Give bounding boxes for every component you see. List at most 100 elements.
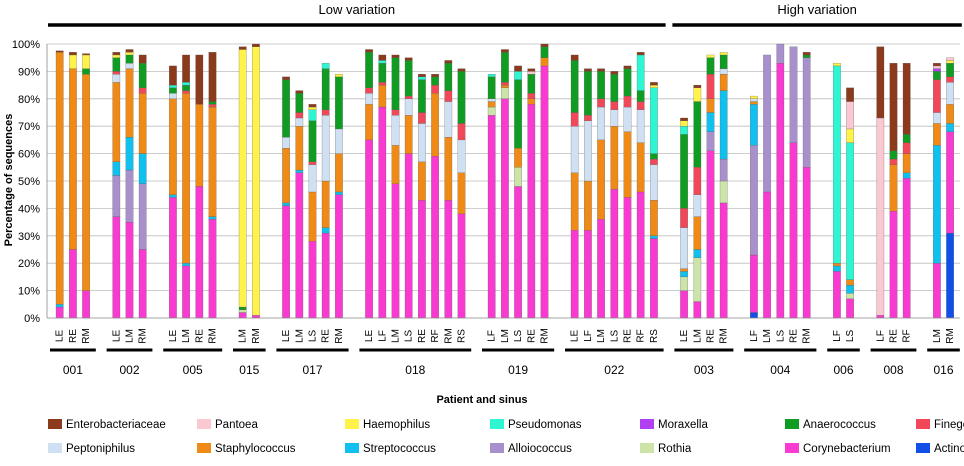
- bar-segment-staphylococcus: [636, 142, 645, 193]
- bar-segment-rothia: [514, 167, 522, 187]
- bar-segment-peptoniphilus: [295, 117, 304, 127]
- bar-label: RF: [636, 329, 647, 342]
- bar-label: RE: [789, 329, 800, 343]
- bar-segment-finegoldia: [112, 71, 121, 75]
- bar-segment-peptoniphilus: [719, 68, 728, 75]
- bar-segment-haemophilus: [125, 52, 134, 56]
- bar-label: RM: [802, 328, 813, 344]
- bar-segment-corynebacterium: [789, 142, 798, 319]
- bar-segment-staphylococcus: [514, 147, 522, 168]
- patient-label: 001: [63, 363, 83, 377]
- bar-label: LM: [125, 329, 136, 343]
- bar-segment-corynebacterium: [82, 290, 90, 319]
- bar-segment-anaerococcus: [487, 76, 496, 99]
- bar-segment-anaerococcus: [457, 71, 466, 124]
- legend-swatch-streptococcus: [345, 443, 359, 453]
- bar-segment-peptoniphilus: [584, 120, 592, 182]
- bar-segment-streptococcus: [706, 112, 715, 132]
- bar-segment-corynebacterium: [125, 221, 134, 319]
- legend-swatch-haemophilus: [345, 419, 359, 429]
- patient-label: 015: [239, 363, 259, 377]
- bar-segment-corynebacterium: [570, 230, 579, 319]
- bar-segment-staphylococcus: [501, 84, 509, 88]
- bar-label: LF: [875, 330, 886, 342]
- variation-groups: Low variation High variation: [48, 2, 962, 27]
- bar-segment-anaerococcus: [597, 71, 605, 99]
- bar-segment-anaerococcus: [365, 52, 373, 88]
- legend-label: Actinomyces: [934, 443, 964, 455]
- y-tick-label: 100%: [12, 39, 40, 51]
- bar-segment-pantoea: [946, 57, 954, 61]
- y-tick-label: 80%: [18, 94, 40, 106]
- bar-segment-alloiococcus: [789, 46, 798, 143]
- legend-label: Enterobacteriaceae: [66, 419, 166, 431]
- bar-segment-rothia: [846, 293, 854, 299]
- bar-segment-pseudomonas: [680, 126, 688, 135]
- bar-segment-peptoniphilus: [570, 126, 579, 173]
- bar-segment-haemophilus: [308, 106, 317, 110]
- bar-label: LF: [749, 330, 760, 342]
- legend-swatch-rothia: [640, 443, 654, 453]
- bar-segment-finegoldia: [418, 112, 426, 124]
- bar-segment-finegoldia: [706, 74, 715, 99]
- bar-label: RE: [68, 329, 79, 343]
- bar-segment-peptoniphilus: [636, 109, 645, 143]
- legend-label: Staphylococcus: [215, 443, 296, 455]
- bar-segment-enterobacteriaceae: [431, 74, 439, 78]
- bar-label: LE: [570, 330, 581, 343]
- bar-label: LM: [294, 329, 305, 343]
- bar-segment-enterobacteriaceae: [182, 54, 190, 83]
- bar-segment-streptococcus: [169, 194, 177, 198]
- bar-segment-anaerococcus: [182, 84, 190, 91]
- y-tick-label: 60%: [18, 149, 40, 161]
- bar-segment-staphylococcus: [650, 200, 658, 236]
- bar-segment-haemophilus: [846, 128, 854, 143]
- bar-label: RM: [719, 328, 730, 344]
- bar-segment-anaerococcus: [693, 101, 702, 168]
- legend-label: Finegoldia: [934, 419, 964, 431]
- legend-label: Pseudomonas: [508, 419, 582, 431]
- bar-segment-finegoldia: [584, 115, 592, 121]
- legend-label: Pantoea: [215, 419, 258, 431]
- bar-segment-corynebacterium: [623, 197, 632, 319]
- patient-label: 022: [604, 363, 624, 377]
- bar-segment-corynebacterium: [763, 191, 771, 319]
- bar-segment-anaerococcus: [501, 52, 509, 83]
- bar-segment-corynebacterium: [404, 153, 413, 319]
- bar-segment-corynebacterium: [833, 271, 841, 319]
- bar-segment-haemophilus: [650, 84, 658, 88]
- bar-segment-anaerococcus: [308, 120, 317, 162]
- bar-label: LM: [181, 329, 192, 343]
- bar-segment-anaerococcus: [444, 63, 453, 91]
- patient-label: 003: [694, 363, 714, 377]
- y-tick-label: 50%: [18, 176, 40, 188]
- bar-segment-enterobacteriaceae: [457, 68, 466, 72]
- legend-swatch-moraxella: [640, 419, 654, 429]
- bar-segment-anaerococcus: [570, 60, 579, 113]
- bar-segment-anaerococcus: [431, 76, 439, 86]
- bar-label: RM: [81, 328, 92, 344]
- bar-segment-corynebacterium: [610, 189, 619, 319]
- bar-segment-finegoldia: [933, 79, 941, 113]
- bar-segment-staphylococcus: [902, 153, 911, 173]
- bar-segment-staphylococcus: [391, 145, 400, 184]
- bar-segment-alloiococcus: [776, 43, 785, 64]
- bar-label: RM: [540, 328, 551, 344]
- bar-label: LF: [377, 330, 388, 342]
- bar-segment-staphylococcus: [610, 126, 619, 190]
- bar-label: RM: [208, 328, 219, 344]
- patient-label: 017: [302, 363, 322, 377]
- bar-segment-pseudomonas: [182, 82, 190, 86]
- bar-segment-anaerococcus: [208, 101, 217, 105]
- bar-label: LE: [364, 330, 375, 343]
- legend: Enterobacteriaceae Pantoea Haemophilus Pseu…: [48, 419, 964, 455]
- bar-segment-actinomyces: [750, 312, 758, 319]
- bar-segment-anaerococcus: [404, 60, 413, 97]
- bar-segment-haemophilus: [719, 52, 728, 56]
- legend-swatch-pseudomonas: [490, 419, 504, 429]
- bar-segment-haemophilus: [252, 46, 260, 316]
- bar-label: RS: [457, 329, 468, 343]
- bar-label: LM: [238, 329, 249, 343]
- bar-segment-streptococcus: [321, 227, 330, 234]
